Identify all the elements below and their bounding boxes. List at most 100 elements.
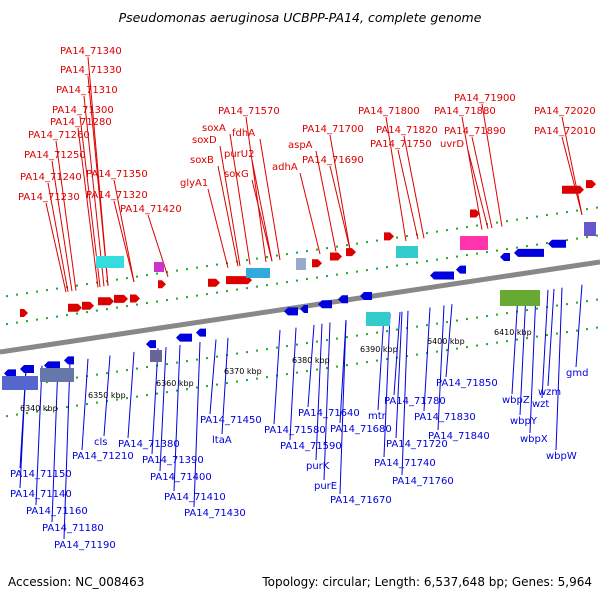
track-dot — [266, 284, 268, 287]
forward-gene-label: PA14_71320 — [86, 190, 148, 201]
forward-leader-line — [385, 116, 407, 242]
gene-block — [2, 376, 38, 390]
track-dot — [316, 248, 318, 251]
track-dot — [556, 332, 558, 335]
track-dot — [76, 284, 78, 287]
reverse-gene-label: gmd — [566, 368, 588, 379]
reverse-gene-label: PA14_71850 — [436, 378, 498, 389]
track-dot — [526, 245, 528, 248]
track-dot — [216, 263, 218, 266]
track-dot — [566, 239, 568, 242]
reverse-gene-arrow — [318, 300, 332, 309]
track-dot — [256, 285, 258, 288]
track-dot — [196, 266, 198, 269]
track-dot — [156, 300, 158, 303]
forward-leader-line — [113, 200, 135, 283]
track-dot — [456, 255, 458, 258]
track-dot — [196, 358, 198, 361]
track-dot — [206, 385, 208, 388]
forward-leader-line — [461, 116, 483, 230]
forward-gene-label: soxD — [192, 135, 217, 146]
gene-glyphs — [2, 180, 596, 390]
reverse-gene-label: PA14_71760 — [392, 476, 454, 487]
reverse-gene-label: PA14_71400 — [150, 472, 212, 483]
track-dot — [506, 340, 508, 343]
track-dot — [26, 292, 28, 295]
forward-leader-line — [403, 135, 425, 239]
track-dot — [216, 355, 218, 358]
reverse-gene-label: wzt — [532, 399, 549, 410]
track-dot — [206, 293, 208, 296]
track-dot — [6, 295, 8, 298]
track-dot — [416, 353, 418, 356]
forward-gene-label: aspA — [288, 140, 313, 151]
forward-gene-label: soxB — [190, 155, 214, 166]
forward-gene-arrow — [346, 248, 356, 257]
track-dot — [536, 307, 538, 310]
gene-block — [396, 246, 418, 258]
track-dot — [166, 363, 168, 366]
track-dot — [216, 291, 218, 294]
gene-block — [96, 256, 124, 268]
reverse-leader-line — [273, 329, 281, 425]
track-dot — [226, 382, 228, 385]
track-dot — [226, 290, 228, 293]
track-dot — [416, 325, 418, 328]
track-dot — [376, 331, 378, 334]
track-dot — [476, 316, 478, 319]
track-dot — [136, 275, 138, 278]
track-dot — [66, 406, 68, 409]
reverse-gene-label: PA14_71590 — [280, 441, 342, 452]
reverse-gene-label: wbpX — [520, 434, 548, 445]
track-dot — [46, 409, 48, 412]
track-dot — [36, 318, 38, 321]
track-dot — [46, 317, 48, 320]
track-dot — [116, 370, 118, 373]
track-dot — [526, 217, 528, 220]
forward-gene-arrow — [330, 252, 342, 261]
track-dot — [576, 209, 578, 212]
forward-gene-arrow — [562, 185, 584, 194]
track-dot — [576, 301, 578, 304]
track-dot — [386, 358, 388, 361]
track-dot — [346, 336, 348, 339]
track-dot — [516, 218, 518, 221]
track-dot — [126, 369, 128, 372]
forward-gene-label: PA14_71250 — [24, 150, 86, 161]
track-dot — [356, 334, 358, 337]
reverse-gene-label: PA14_71580 — [264, 425, 326, 436]
reverse-leader-line — [423, 307, 431, 412]
track-dot — [486, 343, 488, 346]
track-dot — [146, 366, 148, 369]
forward-leader-line — [315, 150, 337, 252]
forward-gene-arrow — [82, 301, 94, 310]
reverse-gene-arrow — [196, 328, 206, 337]
reverse-gene-label: PA14_71140 — [10, 489, 72, 500]
track-dot — [266, 256, 268, 259]
track-dot — [386, 330, 388, 333]
forward-leader-line — [217, 165, 239, 267]
track-dot — [366, 333, 368, 336]
track-dot — [246, 287, 248, 290]
forward-gene-label: PA14_71260 — [28, 130, 90, 141]
reverse-leader-line — [555, 287, 563, 451]
track-dot — [136, 395, 138, 398]
forward-gene-arrow — [158, 280, 166, 289]
track-dot — [446, 349, 448, 352]
track-dot — [46, 289, 48, 292]
reverse-leader-line — [395, 311, 403, 439]
track-dot — [246, 379, 248, 382]
reverse-leader-line — [547, 288, 555, 387]
track-dot — [296, 251, 298, 254]
scale-tick-label: 6410 kbp — [494, 328, 532, 337]
track-dot — [566, 331, 568, 334]
reverse-gene-label: purK — [306, 461, 330, 472]
forward-gene-label: PA14_71350 — [86, 169, 148, 180]
track-dot — [36, 290, 38, 293]
reverse-gene-label: PA14_71670 — [330, 495, 392, 506]
forward-gene-label: uvrD — [440, 139, 464, 150]
track-dot — [476, 344, 478, 347]
track-dot — [266, 376, 268, 379]
reverse-gene-arrow — [514, 248, 544, 257]
track-dot — [516, 338, 518, 341]
